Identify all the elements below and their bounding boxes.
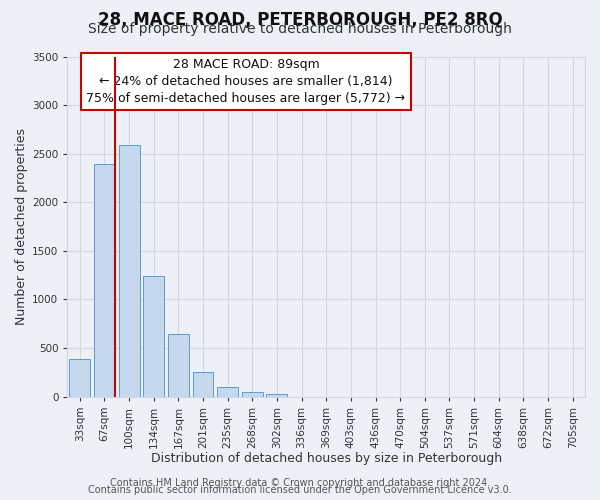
Bar: [143, 276, 164, 396]
Bar: [217, 387, 238, 396]
Y-axis label: Number of detached properties: Number of detached properties: [15, 128, 28, 325]
Bar: [119, 145, 140, 397]
Bar: [168, 334, 189, 396]
Text: Contains public sector information licensed under the Open Government Licence v3: Contains public sector information licen…: [88, 485, 512, 495]
Bar: [266, 394, 287, 396]
Bar: [69, 359, 90, 397]
Bar: [193, 372, 214, 396]
Text: Size of property relative to detached houses in Peterborough: Size of property relative to detached ho…: [88, 22, 512, 36]
Text: 28, MACE ROAD, PETERBOROUGH, PE2 8RQ: 28, MACE ROAD, PETERBOROUGH, PE2 8RQ: [98, 11, 502, 29]
Text: 28 MACE ROAD: 89sqm
← 24% of detached houses are smaller (1,814)
75% of semi-det: 28 MACE ROAD: 89sqm ← 24% of detached ho…: [86, 58, 406, 105]
X-axis label: Distribution of detached houses by size in Peterborough: Distribution of detached houses by size …: [151, 452, 502, 465]
Bar: [94, 164, 115, 396]
Bar: [242, 392, 263, 396]
Text: Contains HM Land Registry data © Crown copyright and database right 2024.: Contains HM Land Registry data © Crown c…: [110, 478, 490, 488]
